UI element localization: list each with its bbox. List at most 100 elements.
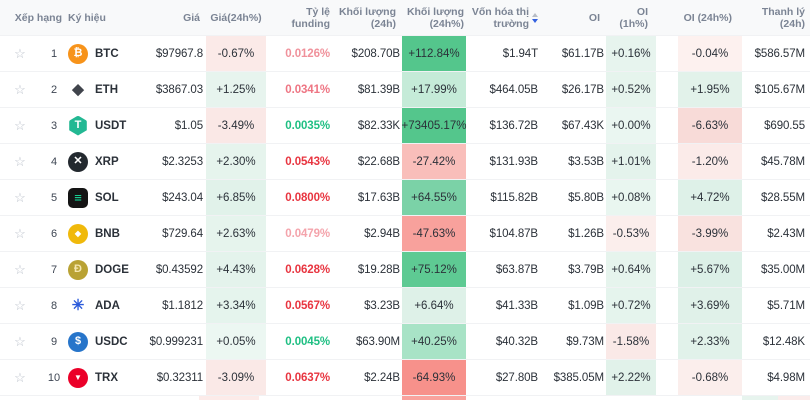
row-spacer	[656, 252, 678, 287]
price-change-24h-cell: +6.85%	[206, 180, 266, 215]
favorite-star-icon[interactable]: ☆	[14, 370, 26, 385]
funding-rate-cell: 0.0567%	[285, 299, 330, 312]
symbol-label: XRP	[95, 155, 119, 168]
favorite-star-icon[interactable]: ☆	[14, 118, 26, 133]
row-spacer	[656, 324, 678, 359]
symbol-label: BTC	[95, 47, 119, 60]
oi-1h-change-cell: +0.72%	[606, 288, 656, 323]
rank-cell: 9	[50, 335, 58, 348]
volume-change-24h-cell: +6.64%	[402, 288, 466, 323]
market-cap-cell: $27.80B	[495, 371, 538, 384]
volume-change-24h-cell: +75.12%	[402, 252, 466, 287]
symbol-cell: ≡ SOL	[68, 180, 138, 215]
rank-cell: 3	[50, 119, 58, 132]
market-cap-cell: $40.32B	[495, 335, 538, 348]
favorite-star-icon[interactable]: ☆	[14, 190, 26, 205]
symbol-cell: ✳ ADA	[68, 288, 138, 323]
sort-desc-caret-icon	[532, 18, 538, 23]
favorite-star-icon[interactable]: ☆	[14, 154, 26, 169]
favorite-cell: ☆	[0, 360, 40, 395]
favorite-cell: ☆	[0, 216, 40, 251]
symbol-label: SOL	[95, 191, 119, 204]
col-header-volume-pct[interactable]: Khối lượng (24h%)	[406, 5, 464, 30]
volume-24h-cell: $208.70B	[351, 47, 401, 60]
partial-next-row	[0, 395, 810, 400]
rank-cell: 10	[47, 371, 61, 384]
table-row[interactable]: ☆ 7 Ð DOGE $0.43592 +4.43% 0.0628% $19.28B +75.1…	[0, 251, 810, 287]
ada-coin-icon: ✳	[71, 297, 85, 314]
market-cap-cell: $115.82B	[490, 191, 538, 204]
table-row[interactable]: ☆ 10 ▼ TRX $0.32311 -3.09% 0.0637% $2.24B -64.93…	[0, 359, 810, 395]
table-header-row: Xếp hạng Ký hiệu Giá Giá(24h%) Tỷ lệ fun…	[0, 0, 810, 35]
oi-24h-change-cell: -0.04%	[678, 36, 742, 71]
sort-asc-caret-icon	[532, 12, 538, 17]
oi-24h-change-cell: +4.72%	[678, 180, 742, 215]
partial-cell-bg	[199, 396, 259, 400]
table-row[interactable]: ☆ 8 ✳ ADA $1.1812 +3.34% 0.0567% $3.23B +6.64% $4…	[0, 287, 810, 323]
row-spacer	[656, 144, 678, 179]
favorite-star-icon[interactable]: ☆	[14, 262, 26, 277]
oi-1h-change-cell: -0.53%	[606, 216, 656, 251]
liquidation-24h-cell: $12.48K	[762, 335, 805, 348]
symbol-cell: T USDT	[68, 108, 138, 143]
price-cell: $0.999231	[149, 335, 204, 348]
favorite-star-icon[interactable]: ☆	[14, 46, 26, 61]
row-spacer	[656, 36, 678, 71]
col-header-volume-24h[interactable]: Khối lượng (24h)	[338, 5, 396, 30]
price-change-24h-cell: +4.43%	[206, 252, 266, 287]
table-row[interactable]: ☆ 1 ₿ BTC $97967.8 -0.67% 0.0126% $208.70B +112.…	[0, 35, 810, 71]
col-header-liq-24h[interactable]: Thanh lý (24h)	[761, 5, 805, 30]
oi-1h-change-cell: +0.64%	[606, 252, 656, 287]
trx-coin-icon: ▼	[68, 367, 88, 388]
price-cell: $0.43592	[155, 263, 203, 276]
oi-24h-change-cell: +2.33%	[678, 324, 742, 359]
liquidation-24h-cell: $45.78M	[760, 155, 805, 168]
sort-icon[interactable]	[532, 12, 538, 23]
col-header-symbol[interactable]: Ký hiệu	[68, 11, 106, 24]
table-row[interactable]: ☆ 2 ◆ ETH $3867.03 +1.25% 0.0341% $81.39B +17.99…	[0, 71, 810, 107]
oi-1h-change-cell: +0.00%	[606, 108, 656, 143]
symbol-label: USDC	[95, 335, 128, 348]
oi-24h-change-cell: -3.99%	[678, 216, 742, 251]
favorite-star-icon[interactable]: ☆	[14, 298, 26, 313]
col-header-price[interactable]: Giá	[183, 11, 200, 24]
open-interest-cell: $385.05M	[553, 371, 604, 384]
row-spacer	[656, 288, 678, 323]
partial-cell-bg	[778, 396, 810, 400]
symbol-label: USDT	[95, 119, 127, 132]
favorite-cell: ☆	[0, 144, 40, 179]
volume-24h-cell: $82.33K	[357, 119, 400, 132]
rank-cell: 6	[50, 227, 58, 240]
col-header-price-24h[interactable]: Giá(24h%)	[210, 11, 262, 24]
favorite-cell: ☆	[0, 288, 40, 323]
volume-24h-cell: $17.63B	[357, 191, 400, 204]
liquidation-24h-cell: $105.67M	[754, 83, 805, 96]
rank-cell: 7	[50, 263, 58, 276]
table-row[interactable]: ☆ 6 ◆ BNB $729.64 +2.63% 0.0479% $2.94B -47.63% $…	[0, 215, 810, 251]
col-header-oi[interactable]: OI	[588, 11, 600, 24]
price-change-24h-cell: -3.09%	[206, 360, 266, 395]
table-row[interactable]: ☆ 5 ≡ SOL $243.04 +6.85% 0.0800% $17.63B +64.55%…	[0, 179, 810, 215]
row-spacer	[656, 360, 678, 395]
open-interest-cell: $1.09B	[568, 299, 604, 312]
table-body: ☆ 1 ₿ BTC $97967.8 -0.67% 0.0126% $208.70B +112.…	[0, 35, 810, 395]
col-header-funding[interactable]: Tỷ lệ funding	[291, 5, 330, 30]
favorite-star-icon[interactable]: ☆	[14, 226, 26, 241]
table-row[interactable]: ☆ 9 $ USDC $0.999231 +0.05% 0.0045% $63.90M +40.…	[0, 323, 810, 359]
row-spacer	[656, 180, 678, 215]
price-cell: $0.32311	[156, 371, 203, 384]
table-row[interactable]: ☆ 3 T USDT $1.05 -3.49% 0.0035% $82.33K +73405.1…	[0, 107, 810, 143]
col-header-market-cap[interactable]: Vốn hóa thị trường	[466, 6, 544, 30]
favorite-star-icon[interactable]: ☆	[14, 334, 26, 349]
doge-coin-icon: Ð	[68, 259, 88, 280]
col-header-rank[interactable]: Xếp hạng	[14, 11, 62, 24]
oi-24h-change-cell: -6.63%	[678, 108, 742, 143]
funding-rate-cell: 0.0035%	[285, 119, 330, 132]
favorite-star-icon[interactable]: ☆	[14, 82, 26, 97]
open-interest-cell: $26.17B	[561, 83, 604, 96]
favorite-cell: ☆	[0, 252, 40, 287]
table-row[interactable]: ☆ 4 ✕ XRP $2.3253 +2.30% 0.0543% $22.68B -27.42%…	[0, 143, 810, 179]
oi-1h-change-cell: +2.22%	[606, 360, 656, 395]
col-header-oi-24h[interactable]: OI (24h%)	[683, 11, 732, 24]
col-header-oi-1h[interactable]: OI (1h%)	[619, 5, 648, 30]
